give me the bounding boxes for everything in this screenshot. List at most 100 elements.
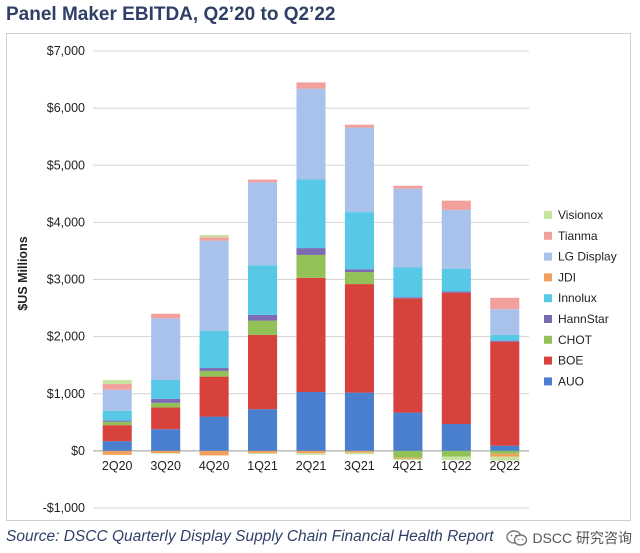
bar-segment-chot: [490, 450, 520, 454]
legend-label: CHOT: [558, 333, 593, 347]
bar-segment-auo: [441, 424, 471, 451]
bar-segment-innolux: [199, 330, 229, 369]
bar-segment-tianma: [393, 185, 423, 189]
bar-segment-auo: [248, 409, 278, 451]
bar-segment-innolux: [393, 267, 423, 298]
bar-segment-boe: [248, 334, 278, 410]
legend-swatch: [544, 252, 552, 261]
legend-label: BOE: [558, 354, 583, 368]
bar-segment-tianma: [151, 313, 181, 319]
y-tick-label: $1,000: [47, 387, 85, 401]
bar-segment-auo: [393, 412, 423, 451]
bar-segment-auo: [344, 392, 374, 451]
bar-segment-visionox: [490, 456, 520, 461]
bar-segment-boe: [151, 407, 181, 430]
bar-segment-chot: [199, 370, 229, 377]
x-tick-label: 4Q20: [199, 459, 230, 473]
y-axis-label: $US Millions: [16, 236, 30, 310]
bar-segment-visionox: [296, 453, 326, 455]
legend-label: Visionox: [558, 208, 603, 222]
y-tick-label: $0: [71, 444, 85, 458]
bar-segment-chot: [441, 450, 471, 457]
bar-segment-boe: [490, 341, 520, 446]
y-tick-label: $7,000: [47, 44, 85, 58]
wechat-icon: [506, 530, 528, 546]
bar-segment-jdi: [102, 450, 132, 455]
bar-segment-visionox: [102, 380, 132, 385]
bar-segment-chot: [296, 254, 326, 278]
y-tick-label: -$1,000: [43, 501, 85, 515]
bar-segment-chot: [151, 402, 181, 408]
legend-label: JDI: [558, 270, 576, 284]
y-tick-label: $5,000: [47, 158, 85, 172]
bar-segment-lg-display: [102, 389, 132, 411]
chart-title: Panel Maker EBITDA, Q2’20 to Q2’22: [6, 4, 336, 25]
bar-segment-boe: [344, 284, 374, 393]
bar-segment-auo: [199, 416, 229, 451]
y-tick-label: $4,000: [47, 215, 85, 229]
bar-segment-lg-display: [199, 240, 229, 331]
bar-segment-visionox: [248, 453, 278, 455]
bar-segment-visionox: [441, 456, 471, 461]
x-tick-label: 2Q21: [296, 459, 327, 473]
bar-segment-jdi: [344, 450, 374, 453]
bar-segment-hannstar: [248, 314, 278, 321]
y-tick-label: $3,000: [47, 273, 85, 287]
bar-segment-tianma: [102, 384, 132, 390]
bar-segment-visionox: [199, 234, 229, 238]
bar-segment-hannstar: [296, 248, 326, 255]
bar-segment-boe: [296, 277, 326, 393]
bar-segment-lg-display: [344, 127, 374, 213]
bar-segment-auo: [102, 441, 132, 451]
bar-segment-lg-display: [151, 318, 181, 381]
source-note: Source: DSCC Quarterly Display Supply Ch…: [6, 528, 494, 545]
legend-swatch: [544, 315, 552, 323]
legend-swatch: [544, 231, 552, 240]
chart-svg: -$1,000 $0 $1,000 $2,000 $3,000 $4,000 $5,000 $…: [16, 44, 617, 515]
bar-segment-boe: [102, 425, 132, 442]
bar-segment-innolux: [296, 179, 326, 249]
bar-segment-visionox: [393, 458, 423, 461]
bar-segment-boe: [393, 298, 423, 413]
bar-segment-visionox: [344, 452, 374, 455]
chart-frame: -$1,000 $0 $1,000 $2,000 $3,000 $4,000 $5,000 $…: [6, 33, 631, 521]
bar-segment-jdi: [490, 453, 520, 457]
legend-label: LG Display: [558, 250, 617, 264]
legend-swatch: [544, 211, 552, 219]
x-tick-label: 4Q21: [393, 459, 424, 473]
bar-segment-hannstar: [199, 368, 229, 371]
legend-label: HannStar: [558, 312, 609, 326]
bar-segment-lg-display: [393, 188, 423, 268]
bar-segment-jdi: [199, 450, 229, 456]
bar-segment-hannstar: [344, 269, 374, 273]
x-tick-label: 2Q22: [489, 459, 520, 473]
bar-segment-tianma: [344, 124, 374, 128]
bar-segment-auo: [490, 445, 520, 451]
legend-swatch: [544, 377, 552, 386]
bar-segment-tianma: [490, 297, 520, 310]
bar-segment-jdi: [248, 450, 278, 454]
y-tick-label: $2,000: [47, 330, 85, 344]
bar-segment-lg-display: [490, 309, 520, 335]
bar-segment-hannstar: [393, 297, 423, 299]
bar-segment-auo: [296, 392, 326, 451]
bar-segment-tianma: [296, 82, 326, 89]
bar-segment-boe: [441, 292, 471, 425]
legend-swatch: [544, 294, 552, 303]
bar-segment-hannstar: [102, 420, 132, 422]
bar-segment-innolux: [441, 268, 471, 292]
bar-segment-lg-display: [248, 182, 278, 266]
legend-swatch: [544, 273, 552, 282]
bar-segment-hannstar: [441, 291, 471, 293]
legend-label: Innolux: [558, 291, 597, 305]
bar-segment-visionox: [151, 453, 181, 454]
bar-segment-tianma: [248, 179, 278, 183]
x-tick-label: 3Q21: [344, 459, 375, 473]
x-tick-label: 1Q22: [441, 459, 472, 473]
bar-segment-innolux: [102, 410, 132, 421]
x-tick-label: 3Q20: [150, 459, 181, 473]
legend-label: Tianma: [558, 229, 598, 243]
x-tick-label: 1Q21: [247, 459, 278, 473]
watermark-text: DSCC 研究咨询: [532, 530, 632, 546]
watermark: DSCC 研究咨询: [506, 528, 632, 548]
